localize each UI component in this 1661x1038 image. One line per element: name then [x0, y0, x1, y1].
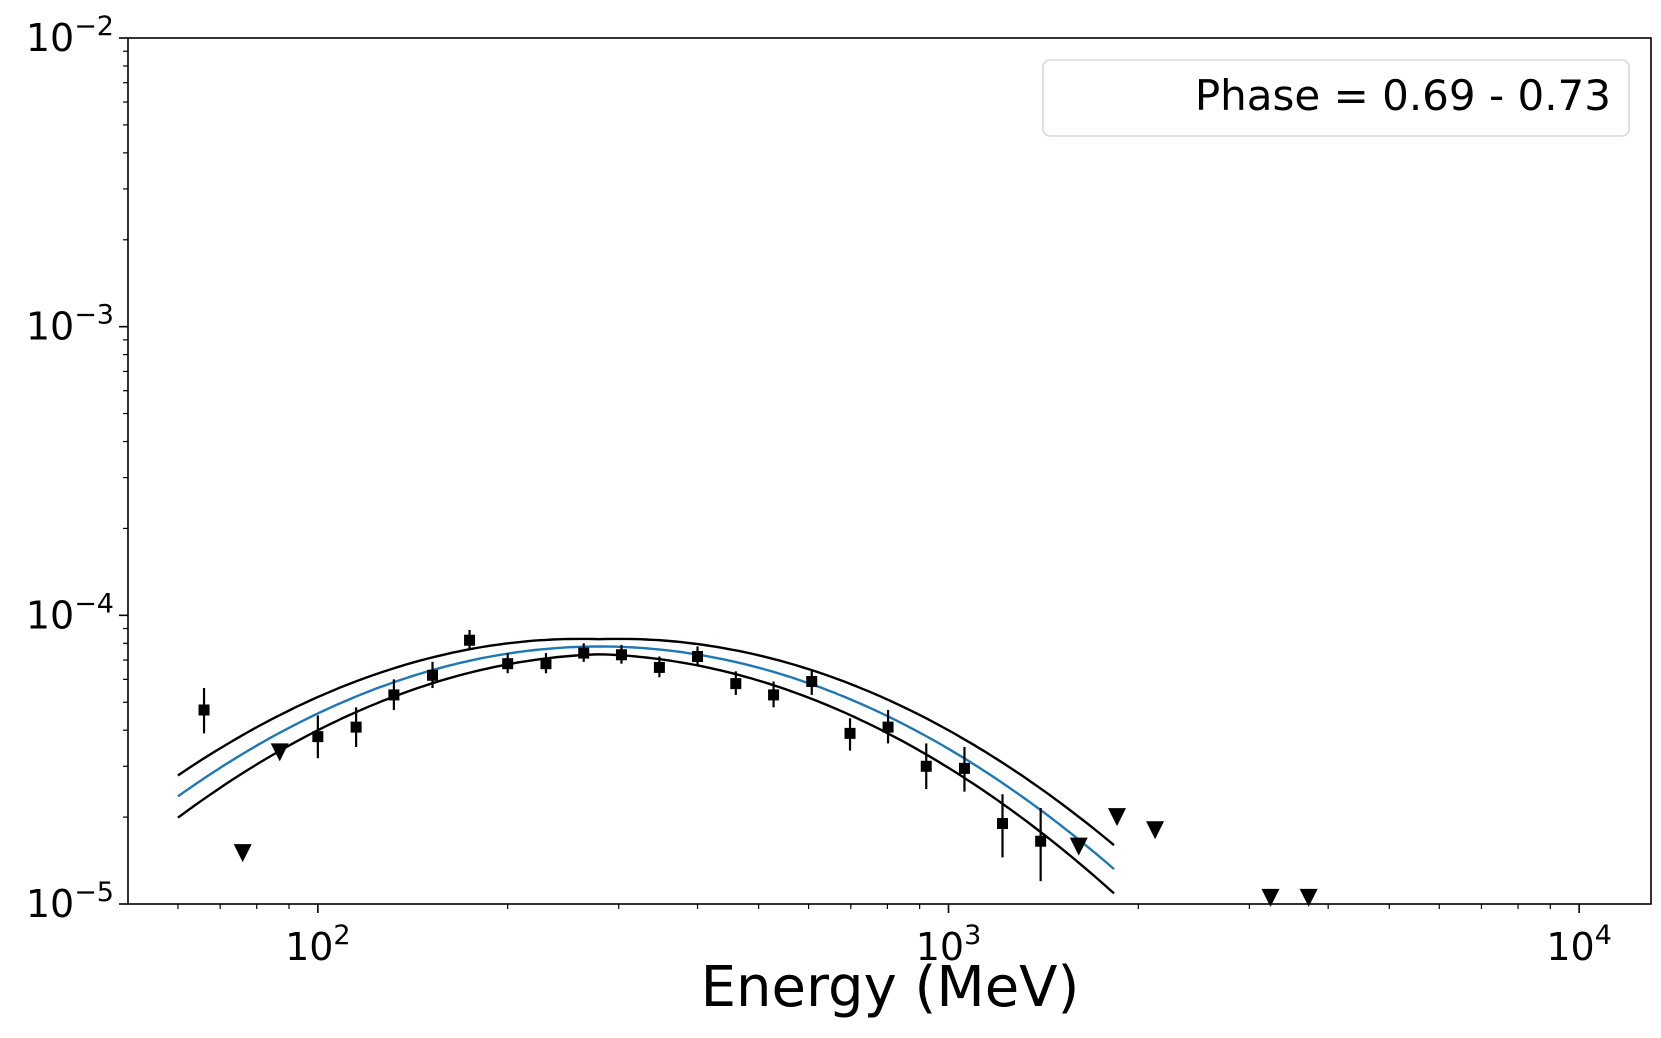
upper-limit-marker: [1261, 888, 1280, 907]
data-point: [1035, 835, 1047, 847]
minor-ticks: [123, 50, 1551, 909]
legend-box: [1042, 59, 1630, 137]
data-point: [920, 760, 932, 772]
legend-label: Phase = 0.69 - 0.73: [1195, 71, 1611, 120]
data-point: [730, 678, 742, 690]
y-tick-label: 10−3: [26, 300, 114, 349]
upper-limit-marker: [1299, 888, 1318, 907]
x-tick-label: 102: [285, 920, 351, 969]
upper-limit-markers: [233, 743, 1318, 907]
data-point: [312, 731, 324, 743]
upper-limit-marker: [1146, 821, 1165, 840]
data-point: [540, 658, 552, 670]
model-lower-band: [177, 653, 1115, 895]
upper-limit-marker: [270, 743, 289, 762]
data-points: [198, 629, 1047, 882]
data-point: [388, 689, 400, 701]
x-tick-label: 104: [1546, 920, 1612, 969]
data-point: [198, 704, 210, 716]
data-point: [806, 675, 818, 687]
data-point: [653, 661, 665, 673]
data-point: [502, 658, 514, 670]
data-point: [350, 721, 362, 733]
upper-limit-marker: [1107, 808, 1126, 827]
y-tick-label: 10−2: [26, 11, 114, 60]
legend: Phase = 0.69 - 0.73: [1042, 59, 1630, 137]
data-point: [427, 669, 439, 681]
y-tick-label: 10−4: [26, 588, 114, 637]
model-upper-band: [177, 637, 1115, 847]
major-ticks: [119, 37, 1580, 913]
data-point: [464, 634, 476, 646]
x-axis-title: Energy (MeV): [701, 955, 1080, 1020]
data-point: [615, 649, 627, 661]
data-point: [578, 647, 590, 659]
y-tick-label: 10−5: [26, 877, 114, 926]
data-point: [692, 651, 704, 663]
upper-limit-marker: [233, 844, 252, 863]
model-best-fit: [177, 645, 1115, 871]
data-point: [882, 721, 894, 733]
data-point: [844, 727, 856, 739]
plot-area: [127, 37, 1652, 905]
data-point: [997, 818, 1009, 830]
upper-limit-marker: [1069, 837, 1088, 856]
model-layer: [177, 637, 1115, 895]
data-point: [958, 762, 970, 774]
data-point: [768, 689, 780, 701]
